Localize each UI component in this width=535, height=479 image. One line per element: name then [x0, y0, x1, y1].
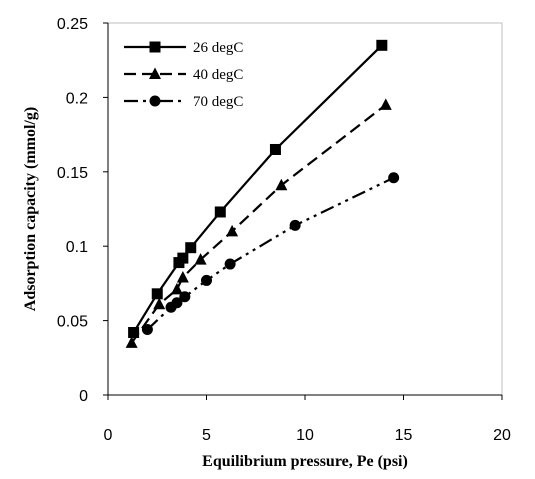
- tick-labels: 0 5 10 15 20 0 0.05 0.1 0.15 0.2 0.25: [57, 16, 511, 444]
- series-line-40-degc: [130, 103, 387, 344]
- legend-item-70-degc: 70 degC: [124, 94, 243, 110]
- legend-item-26-degc: 26 degC: [124, 40, 243, 56]
- x-tick-label: 5: [202, 427, 211, 444]
- series-40-degc: [125, 98, 392, 348]
- legend-marker-70-degc: [149, 95, 161, 107]
- data-point-70-degc: [201, 274, 212, 286]
- legend-label-40-degc: 40 degC: [193, 67, 243, 83]
- series-layer: [125, 39, 400, 348]
- series-70-degc: [141, 172, 400, 336]
- data-point-70-degc: [179, 291, 191, 303]
- data-point-40-degc: [170, 282, 183, 295]
- x-tick-label: 10: [296, 427, 314, 444]
- y-tick-label: 0.25: [57, 16, 88, 33]
- data-point-26-degc: [185, 242, 197, 254]
- data-point-70-degc: [289, 219, 301, 231]
- y-axis-title: Adsorption capacity (mmol/g): [22, 107, 39, 311]
- legend-marker-26-degc: [149, 41, 161, 53]
- data-point-26-degc: [376, 39, 388, 51]
- data-point-26-degc: [177, 252, 189, 264]
- data-point-40-degc: [226, 224, 239, 237]
- plot-area-border: [107, 22, 503, 396]
- legend: 26 degC 40 degC 70 degC: [124, 40, 243, 110]
- data-point-70-degc: [388, 172, 400, 184]
- data-point-70-degc: [224, 258, 236, 270]
- y-tick-label: 0.2: [66, 90, 88, 107]
- series-line-26-degc: [132, 44, 383, 334]
- legend-label-26-degc: 26 degC: [193, 40, 243, 56]
- legend-item-40-degc: 40 degC: [124, 67, 243, 83]
- data-point-26-degc: [214, 206, 226, 218]
- x-tick-label: 20: [493, 427, 511, 444]
- series-26-degc: [128, 39, 388, 339]
- x-tick-label: 15: [395, 427, 413, 444]
- data-point-70-degc: [171, 297, 183, 309]
- data-point-40-degc: [125, 336, 138, 348]
- x-axis-title: Equilibrium pressure, Pe (psi): [202, 453, 408, 470]
- legend-marker-40-degc: [149, 67, 161, 79]
- axes: [103, 22, 503, 400]
- data-point-26-degc: [269, 143, 281, 155]
- y-tick-label: 0.15: [57, 165, 88, 182]
- data-point-70-degc: [141, 324, 153, 336]
- y-tick-label: 0.1: [66, 239, 88, 256]
- y-tick-label: 0: [79, 388, 88, 405]
- series-line-70-degc: [146, 176, 395, 331]
- data-point-40-degc: [176, 270, 189, 283]
- data-point-40-degc: [379, 98, 392, 110]
- data-point-40-degc: [275, 178, 288, 191]
- legend-label-70-degc: 70 degC: [193, 94, 243, 110]
- data-point-26-degc: [151, 288, 163, 300]
- data-point-26-degc: [128, 327, 140, 339]
- x-tick-label: 0: [104, 427, 113, 444]
- data-point-40-degc: [153, 297, 166, 310]
- data-point-40-degc: [194, 253, 207, 265]
- y-tick-label: 0.05: [57, 314, 88, 331]
